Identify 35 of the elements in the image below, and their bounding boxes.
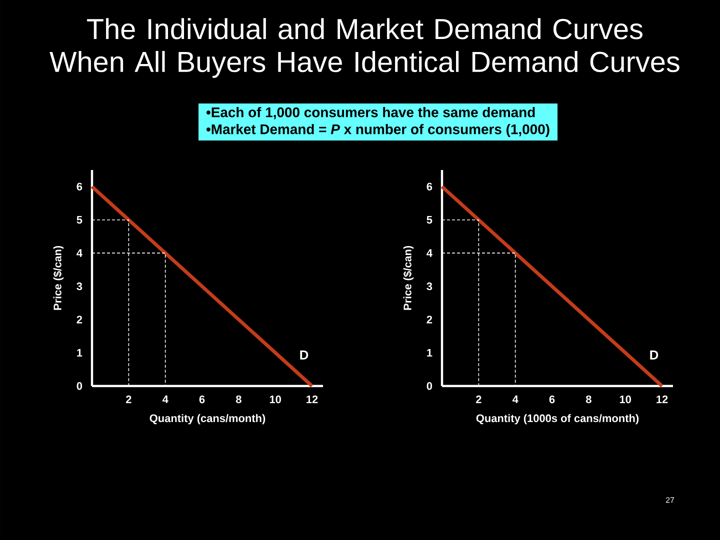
y-tick-label: 6 xyxy=(426,182,432,190)
x-tick-label: 12 xyxy=(656,396,668,404)
x-tick-label: 2 xyxy=(476,396,482,404)
x-tick-label: 6 xyxy=(549,396,555,404)
x-tick-label: 12 xyxy=(306,396,318,404)
y-tick-label: 2 xyxy=(426,316,432,324)
chart-title: The Individual and Market Demand Curves When All Buyers Have Identical Demand Curves xyxy=(50,18,680,78)
x-tick-label: 10 xyxy=(270,396,281,404)
y-tick-label: 6 xyxy=(76,182,82,190)
x-tick-label: 2 xyxy=(126,396,132,404)
y-tick-label: 3 xyxy=(76,282,82,290)
x-tick-label: 10 xyxy=(620,396,631,404)
x-tick-label: 8 xyxy=(586,396,592,404)
y-axis-title: Price ($/can) xyxy=(403,246,414,310)
x-tick-label: 4 xyxy=(512,396,518,404)
y-tick-label: 2 xyxy=(76,316,82,324)
y-tick-label: 5 xyxy=(426,216,432,224)
y-tick-label: 0 xyxy=(76,382,82,390)
y-tick-label: 4 xyxy=(76,249,82,257)
y-tick-label: 3 xyxy=(426,282,432,290)
y-axis-title: Price ($/can) xyxy=(53,246,64,310)
y-tick-label: 0 xyxy=(426,382,432,390)
text: •Market Demand = P x number of consumers (1,000) xyxy=(206,124,550,137)
y-tick-label: 5 xyxy=(76,216,82,224)
x-axis-title: Quantity (cans/month) xyxy=(150,414,266,424)
x-tick-label: 4 xyxy=(162,396,168,404)
text: •Each of 1,000 consumers have the same demand xyxy=(206,107,535,120)
y-tick-label: 1 xyxy=(427,348,432,357)
series-label: D xyxy=(650,350,658,360)
x-tick-label: 8 xyxy=(236,396,242,404)
x-axis-title: Quantity (1000s of cans/month) xyxy=(476,414,639,424)
y-tick-label: 1 xyxy=(77,348,82,357)
x-tick-label: 6 xyxy=(199,396,205,404)
y-tick-label: 4 xyxy=(426,249,432,257)
series-label: D xyxy=(300,350,308,360)
